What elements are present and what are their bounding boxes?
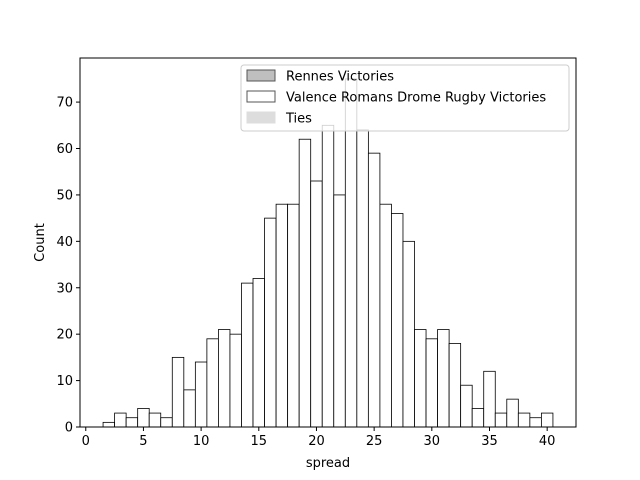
y-tick-label: 60 <box>56 142 73 157</box>
histogram-bar <box>448 343 462 428</box>
histogram-bar <box>529 417 542 428</box>
histogram-bar <box>483 370 496 428</box>
histogram-bar <box>298 138 312 428</box>
y-tick-label: 10 <box>56 374 73 389</box>
y-axis-ticks: 0 10 20 30 40 50 60 70 <box>56 96 80 436</box>
histogram-bar <box>391 213 404 428</box>
y-tick-label: 70 <box>56 96 73 111</box>
histogram-bar <box>275 203 289 428</box>
y-tick-label: 20 <box>56 328 73 343</box>
histogram-bar <box>414 329 427 428</box>
legend-swatch <box>246 69 276 82</box>
histogram-bar <box>333 194 346 428</box>
histogram-bars <box>102 78 554 428</box>
histogram-bar <box>321 124 335 428</box>
histogram-bar <box>171 356 185 428</box>
x-axis-label: spread <box>306 456 350 471</box>
plot-frame <box>79 57 577 428</box>
x-tick-label: 30 <box>424 434 441 449</box>
histogram-bar <box>206 338 219 428</box>
histogram-bar <box>287 203 300 428</box>
histogram-bar <box>540 412 554 428</box>
x-tick-label: 20 <box>308 434 325 449</box>
histogram-bar <box>114 412 127 428</box>
legend: Rennes Victories Valence Romans Drome Rug… <box>240 64 570 132</box>
legend-swatch <box>246 90 276 103</box>
histogram-bar <box>379 203 392 428</box>
histogram-bar <box>137 408 150 428</box>
histogram-bar <box>437 329 450 428</box>
histogram-bar <box>102 421 116 428</box>
x-tick-label: 35 <box>481 434 498 449</box>
histogram-bar <box>356 129 369 428</box>
legend-label: Valence Romans Drome Rugby Victories <box>286 91 546 106</box>
legend-swatch <box>246 111 276 124</box>
x-tick-label: 0 <box>82 434 90 449</box>
y-tick-label: 40 <box>56 235 73 250</box>
histogram-bar <box>148 412 162 428</box>
x-tick-label: 40 <box>539 434 556 449</box>
histogram-bar <box>160 417 173 428</box>
histogram-bar <box>402 240 415 428</box>
histogram-bar <box>517 412 531 428</box>
x-tick-label: 5 <box>139 434 147 449</box>
x-axis-ticks: 0 5 10 15 20 25 30 35 40 <box>82 427 556 449</box>
x-tick-label: 25 <box>366 434 383 449</box>
histogram-bar <box>264 217 277 428</box>
histogram-bar <box>310 180 323 428</box>
histogram-bar <box>494 412 508 428</box>
histogram-bar <box>125 417 139 428</box>
histogram-bar <box>194 361 208 428</box>
legend-label: Ties <box>285 112 312 127</box>
histogram-bar <box>252 278 265 428</box>
legend-label: Rennes Victories <box>286 70 394 85</box>
y-tick-label: 30 <box>56 281 73 296</box>
histogram-bar <box>183 389 196 428</box>
histogram-bar <box>229 333 242 428</box>
histogram-bar <box>241 282 254 428</box>
y-tick-label: 50 <box>56 188 73 203</box>
histogram-bar <box>460 384 473 428</box>
histogram-bar <box>218 329 231 428</box>
y-axis-label: Count <box>33 223 48 262</box>
histogram-bar <box>471 408 485 428</box>
y-tick-label: 0 <box>65 421 73 436</box>
x-tick-label: 10 <box>193 434 210 449</box>
histogram-bar <box>367 152 381 428</box>
histogram-bar <box>506 398 519 428</box>
histogram-bar <box>425 338 438 428</box>
x-tick-label: 15 <box>251 434 268 449</box>
legend-box <box>240 64 570 132</box>
